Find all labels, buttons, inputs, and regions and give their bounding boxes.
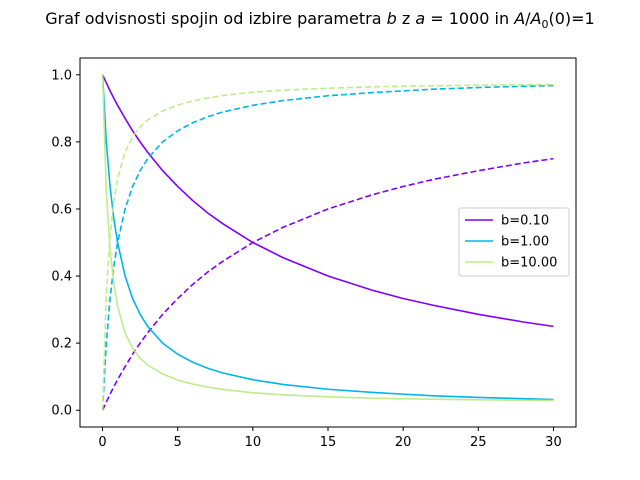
y-axis: 0.0 0.2 0.4 0.6 0.8 1.0 xyxy=(51,68,80,419)
legend-label-0: b=0.10 xyxy=(501,214,549,229)
x-tick-label: 25 xyxy=(470,435,487,450)
x-tick-label: 0 xyxy=(98,435,106,450)
series-line-2-dashed xyxy=(101,83,554,411)
legend-box xyxy=(458,207,570,277)
series-line-1-solid xyxy=(101,74,554,401)
x-tick-label: 10 xyxy=(245,435,262,450)
title-b: b xyxy=(387,9,397,28)
x-tick-label: 5 xyxy=(174,435,182,450)
plot-lines xyxy=(101,74,554,411)
title-in: in xyxy=(489,9,514,28)
y-tick-label: 0.0 xyxy=(51,404,72,419)
y-tick-label: 0.8 xyxy=(51,135,72,150)
legend-label-2: b=10.00 xyxy=(501,256,557,271)
x-tick-label: 30 xyxy=(545,435,562,450)
y-tick-label: 0.2 xyxy=(51,337,72,352)
title-slash: / xyxy=(525,9,531,28)
x-tick-label: 20 xyxy=(395,435,412,450)
title-sub0: 0 xyxy=(541,18,548,31)
legend-label-1: b=1.00 xyxy=(501,235,549,250)
x-tick-label: 15 xyxy=(320,435,337,450)
title-prefix: Graf odvisnosti spojin od izbire paramet… xyxy=(45,9,386,28)
series-line-0-solid xyxy=(101,74,554,328)
series-line-0-dashed xyxy=(101,157,554,411)
x-axis: 0 5 10 15 20 25 30 xyxy=(98,427,562,450)
title-z: z xyxy=(397,9,416,28)
title-a: a xyxy=(415,9,425,28)
y-tick-label: 1.0 xyxy=(51,68,72,83)
title-A: A xyxy=(513,9,525,28)
y-tick-label: 0.4 xyxy=(51,270,72,285)
legend: b=0.10 b=1.00 b=10.00 xyxy=(458,207,570,277)
y-tick-label: 0.6 xyxy=(51,202,72,217)
title-suffix: (0)=1 xyxy=(548,9,594,28)
title-eq-value: = 1000 xyxy=(425,9,489,28)
series-line-1-dashed xyxy=(101,84,554,411)
title-A0: A xyxy=(530,9,542,28)
series-line-2-solid xyxy=(101,74,554,402)
chart-title: Graf odvisnosti spojin od izbire paramet… xyxy=(45,9,594,31)
